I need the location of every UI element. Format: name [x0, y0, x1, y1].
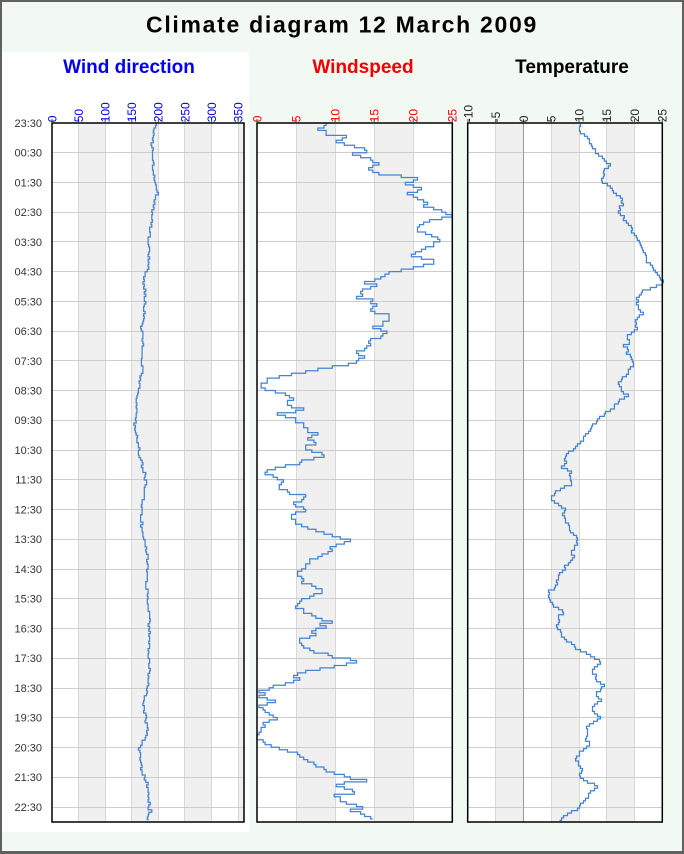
svg-text:0: 0 — [250, 115, 264, 122]
svg-text:15: 15 — [368, 109, 382, 123]
svg-text:03:30: 03:30 — [14, 237, 42, 249]
svg-text:13:30: 13:30 — [14, 534, 42, 546]
svg-text:21:30: 21:30 — [14, 772, 42, 784]
svg-text:10:30: 10:30 — [14, 445, 42, 457]
svg-text:11:30: 11:30 — [15, 475, 42, 487]
svg-text:00:30: 00:30 — [14, 148, 42, 160]
svg-text:0: 0 — [45, 115, 59, 122]
svg-text:09:30: 09:30 — [14, 415, 42, 427]
svg-text:350: 350 — [232, 102, 246, 122]
svg-text:10: 10 — [572, 109, 586, 123]
svg-text:20:30: 20:30 — [14, 742, 42, 754]
svg-text:Climate diagram 12 March 2009: Climate diagram 12 March 2009 — [146, 12, 538, 38]
svg-text:5: 5 — [289, 115, 303, 122]
svg-text:25: 25 — [446, 109, 460, 123]
svg-text:23:30: 23:30 — [14, 118, 42, 130]
svg-text:15:30: 15:30 — [14, 594, 42, 606]
svg-text:05:30: 05:30 — [14, 296, 42, 308]
svg-text:200: 200 — [152, 102, 166, 122]
svg-text:06:30: 06:30 — [14, 326, 42, 338]
svg-text:Temperature: Temperature — [515, 57, 629, 78]
svg-text:-5: -5 — [489, 111, 503, 122]
svg-text:25: 25 — [656, 109, 670, 123]
svg-text:07:30: 07:30 — [14, 356, 42, 368]
svg-text:04:30: 04:30 — [14, 267, 42, 279]
svg-text:150: 150 — [125, 102, 139, 122]
svg-text:Windspeed: Windspeed — [312, 57, 413, 78]
svg-text:17:30: 17:30 — [14, 653, 42, 665]
svg-text:0: 0 — [517, 115, 531, 122]
svg-text:5: 5 — [545, 115, 559, 122]
svg-text:22:30: 22:30 — [14, 802, 42, 814]
svg-text:50: 50 — [72, 109, 86, 123]
svg-text:19:30: 19:30 — [14, 713, 42, 725]
svg-text:-10: -10 — [461, 105, 475, 123]
svg-text:250: 250 — [178, 102, 192, 122]
svg-text:100: 100 — [99, 102, 113, 122]
svg-text:Wind direction: Wind direction — [63, 57, 195, 78]
svg-text:15: 15 — [600, 109, 614, 123]
svg-text:20: 20 — [407, 109, 421, 123]
svg-text:01:30: 01:30 — [14, 177, 42, 189]
svg-text:20: 20 — [628, 109, 642, 123]
svg-text:18:30: 18:30 — [14, 683, 42, 695]
svg-text:300: 300 — [205, 102, 219, 122]
svg-text:12:30: 12:30 — [14, 505, 42, 517]
svg-text:16:30: 16:30 — [14, 624, 42, 636]
svg-text:10: 10 — [328, 109, 342, 123]
svg-text:02:30: 02:30 — [14, 207, 42, 219]
svg-text:14:30: 14:30 — [14, 564, 42, 576]
svg-text:08:30: 08:30 — [14, 386, 42, 398]
